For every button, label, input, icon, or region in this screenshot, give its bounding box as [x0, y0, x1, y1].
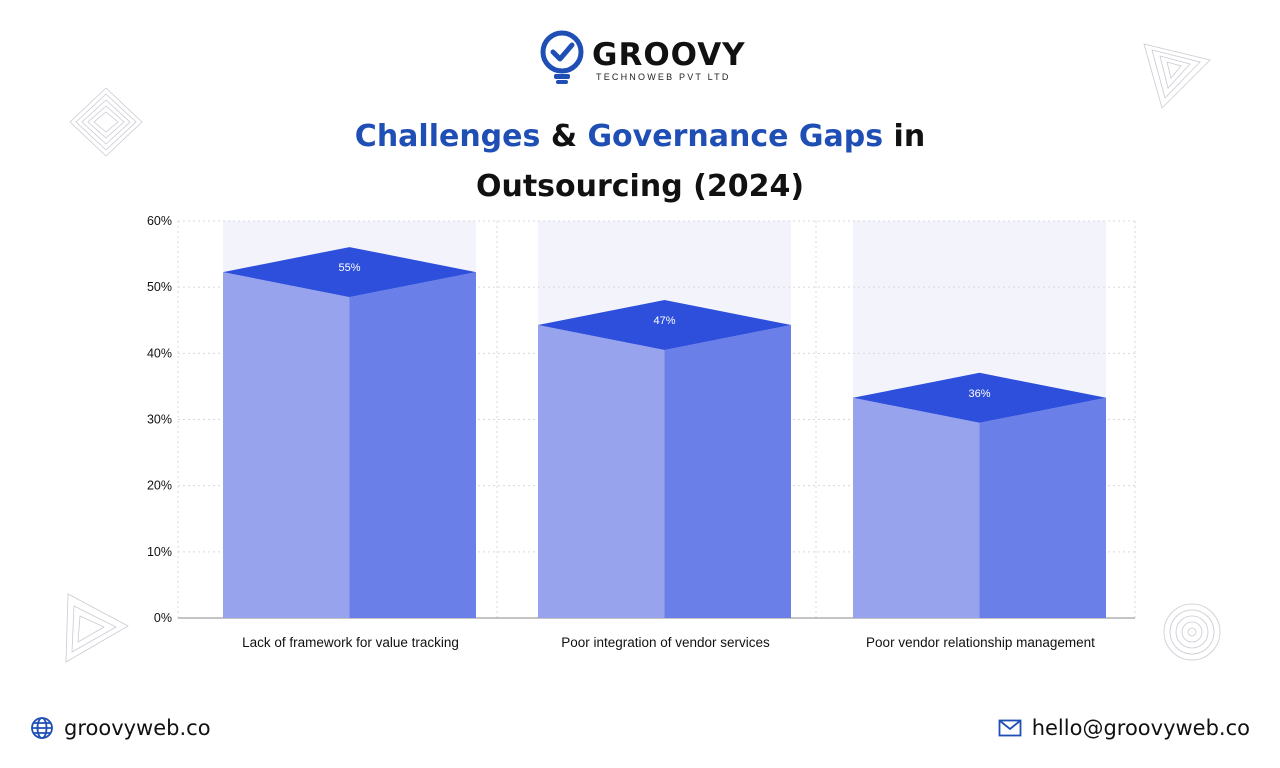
globe-icon [31, 717, 53, 739]
bar-right-face [349, 272, 476, 618]
email-link[interactable]: hello@groovyweb.co [1031, 716, 1250, 740]
envelope-icon [998, 719, 1022, 737]
x-category-label: Poor integration of vendor services [561, 635, 770, 650]
footer-website[interactable]: groovyweb.co [30, 712, 211, 744]
y-tick-label: 20% [147, 479, 172, 493]
bar-value-label: 36% [968, 388, 990, 400]
bar-top-face [853, 372, 1106, 423]
title-text-4: in [883, 119, 926, 154]
title-highlight-1: Challenges [354, 119, 541, 154]
bar-top-face [223, 247, 476, 298]
title-text-2: & [540, 119, 588, 154]
y-tick-label: 50% [147, 280, 172, 294]
title-line-2: Outsourcing (2024) [475, 169, 805, 204]
website-link[interactable]: groovyweb.co [64, 716, 211, 740]
y-tick-label: 60% [147, 214, 172, 228]
bar-left-face [223, 272, 350, 618]
footer-email[interactable]: hello@groovyweb.co [998, 712, 1250, 744]
bar-right-face [979, 397, 1106, 618]
y-tick-label: 10% [147, 545, 172, 559]
bar-left-face [853, 397, 980, 618]
chart-title: Challenges & Governance Gaps in Outsourc… [240, 112, 1040, 212]
bar-right-face [664, 325, 791, 618]
title-line-1: Challenges & Governance Gaps in [240, 112, 1040, 162]
x-category-label: Poor vendor relationship management [866, 635, 1095, 650]
bar-left-face [538, 325, 665, 618]
bulb-check-icon [540, 30, 584, 84]
y-tick-label: 30% [147, 413, 172, 427]
bar-value-label: 55% [338, 262, 360, 274]
y-tick-label: 0% [154, 611, 172, 625]
decorative-diamond-shape [69, 87, 143, 157]
decorative-triangle-shape [65, 593, 129, 663]
brand-name: GROOVY [592, 37, 746, 73]
bar-value-label: 47% [653, 315, 675, 327]
brand-tagline: TECHNOWEB PVT LTD [596, 72, 731, 82]
decorative-circle-shape [1163, 603, 1221, 661]
title-highlight-2: Governance Gaps [587, 119, 884, 154]
brand-logo: GROOVY TECHNOWEB PVT LTD [540, 30, 750, 86]
x-category-label: Lack of framework for value tracking [242, 635, 459, 650]
bar-top-face [538, 300, 791, 351]
decorative-triangle-shape [1143, 43, 1211, 109]
y-tick-label: 40% [147, 346, 172, 360]
